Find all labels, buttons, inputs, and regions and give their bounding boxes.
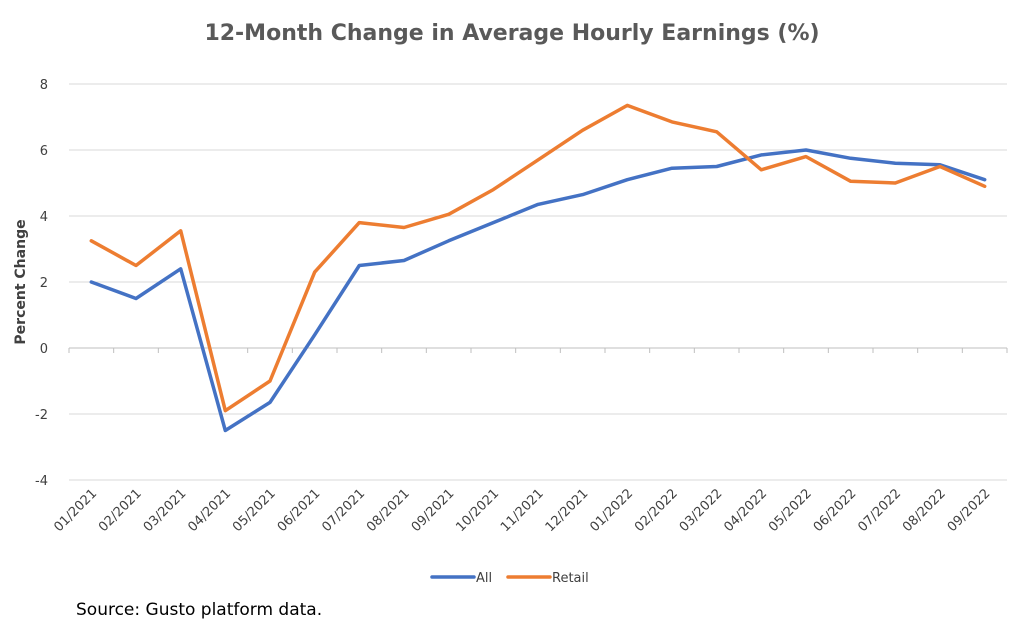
gridlines (69, 83, 1007, 481)
y-tick-label: 0 (40, 342, 48, 357)
x-tick-label: 09/2021 (409, 486, 458, 535)
x-tick-label: 11/2021 (498, 486, 547, 535)
series-line-all (89, 148, 987, 433)
series-line-retail (89, 103, 987, 413)
legend-label-retail: Retail (552, 571, 589, 586)
y-axis-ticks: -4 -2 0 2 4 6 8 (35, 78, 48, 489)
legend: All Retail (430, 571, 589, 586)
legend-label-all: All (476, 571, 492, 586)
x-tick-label: 01/2021 (51, 486, 100, 535)
series-lines (89, 103, 987, 433)
y-tick-label: 6 (40, 144, 48, 159)
x-tick-label: 02/2022 (632, 486, 681, 535)
x-tick-label: 04/2022 (721, 486, 770, 535)
y-tick-label: -4 (35, 474, 48, 489)
y-tick-label: 4 (40, 210, 48, 225)
chart-title: 12-Month Change in Average Hourly Earnin… (204, 21, 819, 46)
x-tick-label: 03/2022 (677, 486, 726, 535)
x-tick-label: 01/2022 (587, 486, 636, 535)
source-note: Source: Gusto platform data. (76, 600, 323, 620)
x-tick-label: 06/2021 (275, 486, 324, 535)
y-tick-label: 8 (40, 78, 48, 93)
x-tick-label: 05/2022 (766, 486, 815, 535)
x-axis (68, 347, 1008, 353)
x-tick-label: 12/2021 (543, 486, 592, 535)
x-tick-label: 04/2021 (185, 486, 234, 535)
y-tick-label: 2 (40, 276, 48, 291)
x-tick-label: 03/2021 (141, 486, 190, 535)
x-tick-label: 02/2021 (96, 486, 145, 535)
y-axis-title: Percent Change (13, 219, 29, 344)
x-tick-label: 07/2022 (855, 486, 904, 535)
x-tick-label: 08/2022 (900, 486, 949, 535)
x-tick-label: 08/2021 (364, 486, 413, 535)
x-tick-label: 09/2022 (945, 486, 994, 535)
x-tick-label: 07/2021 (319, 486, 368, 535)
x-tick-label: 05/2021 (230, 486, 279, 535)
y-tick-label: -2 (35, 408, 48, 423)
x-axis-ticks: 01/202102/202103/202104/202105/202106/20… (51, 486, 993, 535)
x-tick-label: 06/2022 (811, 486, 860, 535)
x-tick-label: 10/2021 (453, 486, 502, 535)
